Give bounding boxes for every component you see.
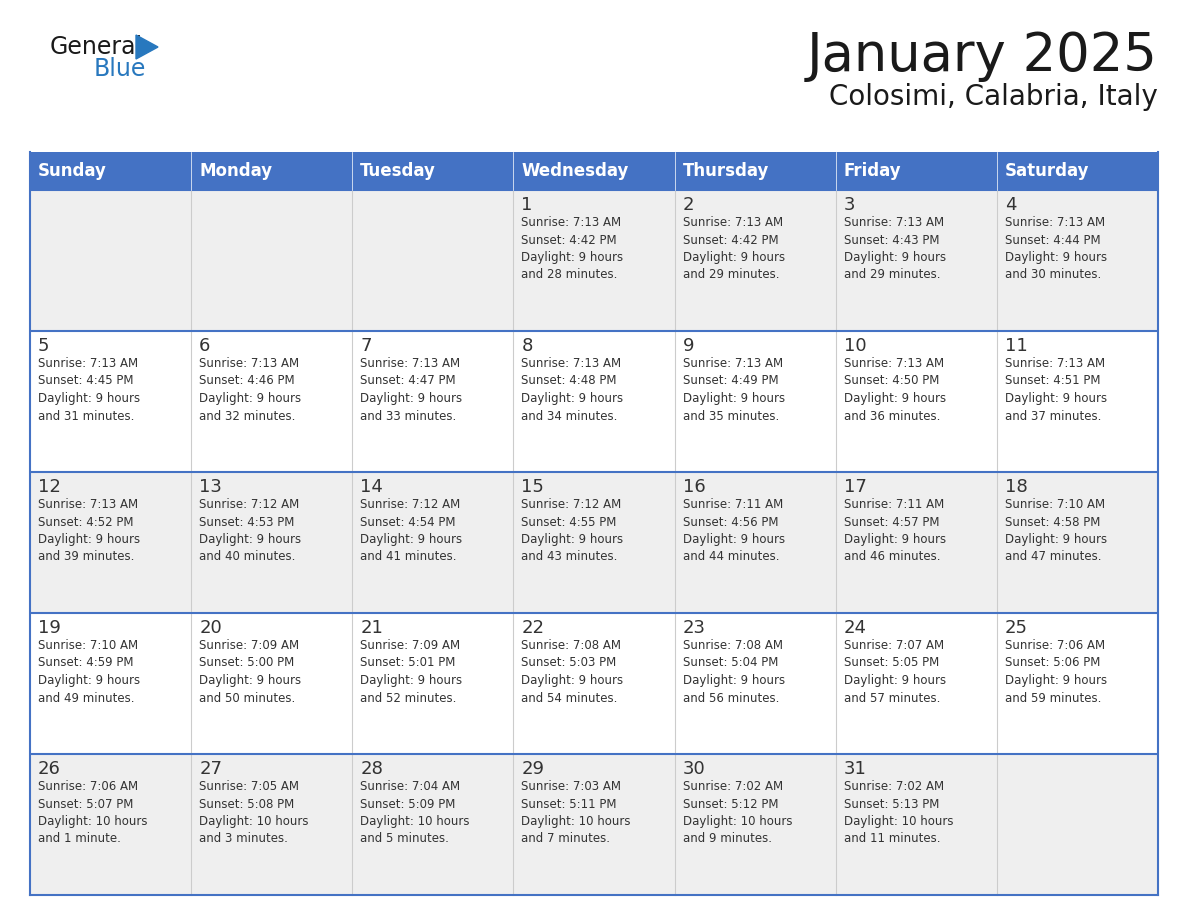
Text: 2: 2 bbox=[683, 196, 694, 214]
Text: 8: 8 bbox=[522, 337, 532, 355]
Text: Sunrise: 7:12 AM
Sunset: 4:55 PM
Daylight: 9 hours
and 43 minutes.: Sunrise: 7:12 AM Sunset: 4:55 PM Dayligh… bbox=[522, 498, 624, 564]
Text: 1: 1 bbox=[522, 196, 532, 214]
Bar bbox=[30, 331, 1158, 472]
Text: January 2025: January 2025 bbox=[807, 30, 1158, 82]
Text: Friday: Friday bbox=[843, 162, 902, 180]
Text: Sunrise: 7:12 AM
Sunset: 4:54 PM
Daylight: 9 hours
and 41 minutes.: Sunrise: 7:12 AM Sunset: 4:54 PM Dayligh… bbox=[360, 498, 462, 564]
Text: Blue: Blue bbox=[94, 57, 146, 81]
Text: 19: 19 bbox=[38, 619, 61, 637]
Text: 4: 4 bbox=[1005, 196, 1017, 214]
Text: Sunrise: 7:13 AM
Sunset: 4:46 PM
Daylight: 9 hours
and 32 minutes.: Sunrise: 7:13 AM Sunset: 4:46 PM Dayligh… bbox=[200, 357, 302, 422]
Text: Sunrise: 7:12 AM
Sunset: 4:53 PM
Daylight: 9 hours
and 40 minutes.: Sunrise: 7:12 AM Sunset: 4:53 PM Dayligh… bbox=[200, 498, 302, 564]
Text: Saturday: Saturday bbox=[1005, 162, 1089, 180]
Text: 25: 25 bbox=[1005, 619, 1028, 637]
Text: 20: 20 bbox=[200, 619, 222, 637]
Text: Sunrise: 7:11 AM
Sunset: 4:57 PM
Daylight: 9 hours
and 46 minutes.: Sunrise: 7:11 AM Sunset: 4:57 PM Dayligh… bbox=[843, 498, 946, 564]
Text: 27: 27 bbox=[200, 760, 222, 778]
Text: 5: 5 bbox=[38, 337, 50, 355]
Text: 18: 18 bbox=[1005, 478, 1028, 496]
Text: Sunrise: 7:06 AM
Sunset: 5:06 PM
Daylight: 9 hours
and 59 minutes.: Sunrise: 7:06 AM Sunset: 5:06 PM Dayligh… bbox=[1005, 639, 1107, 704]
Bar bbox=[30, 190, 1158, 331]
Text: 3: 3 bbox=[843, 196, 855, 214]
Text: 13: 13 bbox=[200, 478, 222, 496]
Text: Thursday: Thursday bbox=[683, 162, 769, 180]
Text: 6: 6 bbox=[200, 337, 210, 355]
Text: Sunrise: 7:06 AM
Sunset: 5:07 PM
Daylight: 10 hours
and 1 minute.: Sunrise: 7:06 AM Sunset: 5:07 PM Dayligh… bbox=[38, 780, 147, 845]
Text: Sunrise: 7:13 AM
Sunset: 4:45 PM
Daylight: 9 hours
and 31 minutes.: Sunrise: 7:13 AM Sunset: 4:45 PM Dayligh… bbox=[38, 357, 140, 422]
Text: Sunrise: 7:11 AM
Sunset: 4:56 PM
Daylight: 9 hours
and 44 minutes.: Sunrise: 7:11 AM Sunset: 4:56 PM Dayligh… bbox=[683, 498, 785, 564]
Text: 16: 16 bbox=[683, 478, 706, 496]
Text: 7: 7 bbox=[360, 337, 372, 355]
Text: 14: 14 bbox=[360, 478, 384, 496]
Text: Sunrise: 7:05 AM
Sunset: 5:08 PM
Daylight: 10 hours
and 3 minutes.: Sunrise: 7:05 AM Sunset: 5:08 PM Dayligh… bbox=[200, 780, 309, 845]
Text: 15: 15 bbox=[522, 478, 544, 496]
Text: Sunrise: 7:13 AM
Sunset: 4:47 PM
Daylight: 9 hours
and 33 minutes.: Sunrise: 7:13 AM Sunset: 4:47 PM Dayligh… bbox=[360, 357, 462, 422]
Text: 28: 28 bbox=[360, 760, 384, 778]
Text: Sunrise: 7:02 AM
Sunset: 5:13 PM
Daylight: 10 hours
and 11 minutes.: Sunrise: 7:02 AM Sunset: 5:13 PM Dayligh… bbox=[843, 780, 953, 845]
Text: Sunrise: 7:08 AM
Sunset: 5:03 PM
Daylight: 9 hours
and 54 minutes.: Sunrise: 7:08 AM Sunset: 5:03 PM Dayligh… bbox=[522, 639, 624, 704]
Bar bbox=[30, 613, 1158, 754]
Text: 31: 31 bbox=[843, 760, 866, 778]
Text: Sunrise: 7:10 AM
Sunset: 4:58 PM
Daylight: 9 hours
and 47 minutes.: Sunrise: 7:10 AM Sunset: 4:58 PM Dayligh… bbox=[1005, 498, 1107, 564]
Bar bbox=[30, 754, 1158, 895]
Text: Sunrise: 7:09 AM
Sunset: 5:00 PM
Daylight: 9 hours
and 50 minutes.: Sunrise: 7:09 AM Sunset: 5:00 PM Dayligh… bbox=[200, 639, 302, 704]
Text: 11: 11 bbox=[1005, 337, 1028, 355]
Text: Sunrise: 7:03 AM
Sunset: 5:11 PM
Daylight: 10 hours
and 7 minutes.: Sunrise: 7:03 AM Sunset: 5:11 PM Dayligh… bbox=[522, 780, 631, 845]
Text: 21: 21 bbox=[360, 619, 384, 637]
Text: Sunrise: 7:13 AM
Sunset: 4:49 PM
Daylight: 9 hours
and 35 minutes.: Sunrise: 7:13 AM Sunset: 4:49 PM Dayligh… bbox=[683, 357, 785, 422]
Text: 30: 30 bbox=[683, 760, 706, 778]
Text: Sunrise: 7:09 AM
Sunset: 5:01 PM
Daylight: 9 hours
and 52 minutes.: Sunrise: 7:09 AM Sunset: 5:01 PM Dayligh… bbox=[360, 639, 462, 704]
Text: Wednesday: Wednesday bbox=[522, 162, 628, 180]
Text: 9: 9 bbox=[683, 337, 694, 355]
Text: 22: 22 bbox=[522, 619, 544, 637]
Text: Sunrise: 7:13 AM
Sunset: 4:51 PM
Daylight: 9 hours
and 37 minutes.: Sunrise: 7:13 AM Sunset: 4:51 PM Dayligh… bbox=[1005, 357, 1107, 422]
Text: Sunrise: 7:08 AM
Sunset: 5:04 PM
Daylight: 9 hours
and 56 minutes.: Sunrise: 7:08 AM Sunset: 5:04 PM Dayligh… bbox=[683, 639, 785, 704]
Text: Sunrise: 7:13 AM
Sunset: 4:43 PM
Daylight: 9 hours
and 29 minutes.: Sunrise: 7:13 AM Sunset: 4:43 PM Dayligh… bbox=[843, 216, 946, 282]
Text: Sunrise: 7:10 AM
Sunset: 4:59 PM
Daylight: 9 hours
and 49 minutes.: Sunrise: 7:10 AM Sunset: 4:59 PM Dayligh… bbox=[38, 639, 140, 704]
Text: Sunrise: 7:13 AM
Sunset: 4:42 PM
Daylight: 9 hours
and 28 minutes.: Sunrise: 7:13 AM Sunset: 4:42 PM Dayligh… bbox=[522, 216, 624, 282]
Text: Sunrise: 7:02 AM
Sunset: 5:12 PM
Daylight: 10 hours
and 9 minutes.: Sunrise: 7:02 AM Sunset: 5:12 PM Dayligh… bbox=[683, 780, 792, 845]
Text: 26: 26 bbox=[38, 760, 61, 778]
Bar bbox=[30, 152, 1158, 190]
Text: Sunrise: 7:13 AM
Sunset: 4:42 PM
Daylight: 9 hours
and 29 minutes.: Sunrise: 7:13 AM Sunset: 4:42 PM Dayligh… bbox=[683, 216, 785, 282]
Text: 12: 12 bbox=[38, 478, 61, 496]
Text: Sunrise: 7:04 AM
Sunset: 5:09 PM
Daylight: 10 hours
and 5 minutes.: Sunrise: 7:04 AM Sunset: 5:09 PM Dayligh… bbox=[360, 780, 469, 845]
Polygon shape bbox=[135, 35, 158, 59]
Text: 23: 23 bbox=[683, 619, 706, 637]
Text: Sunrise: 7:13 AM
Sunset: 4:48 PM
Daylight: 9 hours
and 34 minutes.: Sunrise: 7:13 AM Sunset: 4:48 PM Dayligh… bbox=[522, 357, 624, 422]
Text: Sunrise: 7:07 AM
Sunset: 5:05 PM
Daylight: 9 hours
and 57 minutes.: Sunrise: 7:07 AM Sunset: 5:05 PM Dayligh… bbox=[843, 639, 946, 704]
Text: Tuesday: Tuesday bbox=[360, 162, 436, 180]
Text: General: General bbox=[50, 35, 143, 59]
Text: 29: 29 bbox=[522, 760, 544, 778]
Text: Sunrise: 7:13 AM
Sunset: 4:52 PM
Daylight: 9 hours
and 39 minutes.: Sunrise: 7:13 AM Sunset: 4:52 PM Dayligh… bbox=[38, 498, 140, 564]
Bar bbox=[30, 472, 1158, 613]
Text: 24: 24 bbox=[843, 619, 867, 637]
Text: Sunday: Sunday bbox=[38, 162, 107, 180]
Text: Colosimi, Calabria, Italy: Colosimi, Calabria, Italy bbox=[829, 83, 1158, 111]
Text: 17: 17 bbox=[843, 478, 866, 496]
Text: 10: 10 bbox=[843, 337, 866, 355]
Text: Sunrise: 7:13 AM
Sunset: 4:50 PM
Daylight: 9 hours
and 36 minutes.: Sunrise: 7:13 AM Sunset: 4:50 PM Dayligh… bbox=[843, 357, 946, 422]
Text: Monday: Monday bbox=[200, 162, 272, 180]
Text: Sunrise: 7:13 AM
Sunset: 4:44 PM
Daylight: 9 hours
and 30 minutes.: Sunrise: 7:13 AM Sunset: 4:44 PM Dayligh… bbox=[1005, 216, 1107, 282]
